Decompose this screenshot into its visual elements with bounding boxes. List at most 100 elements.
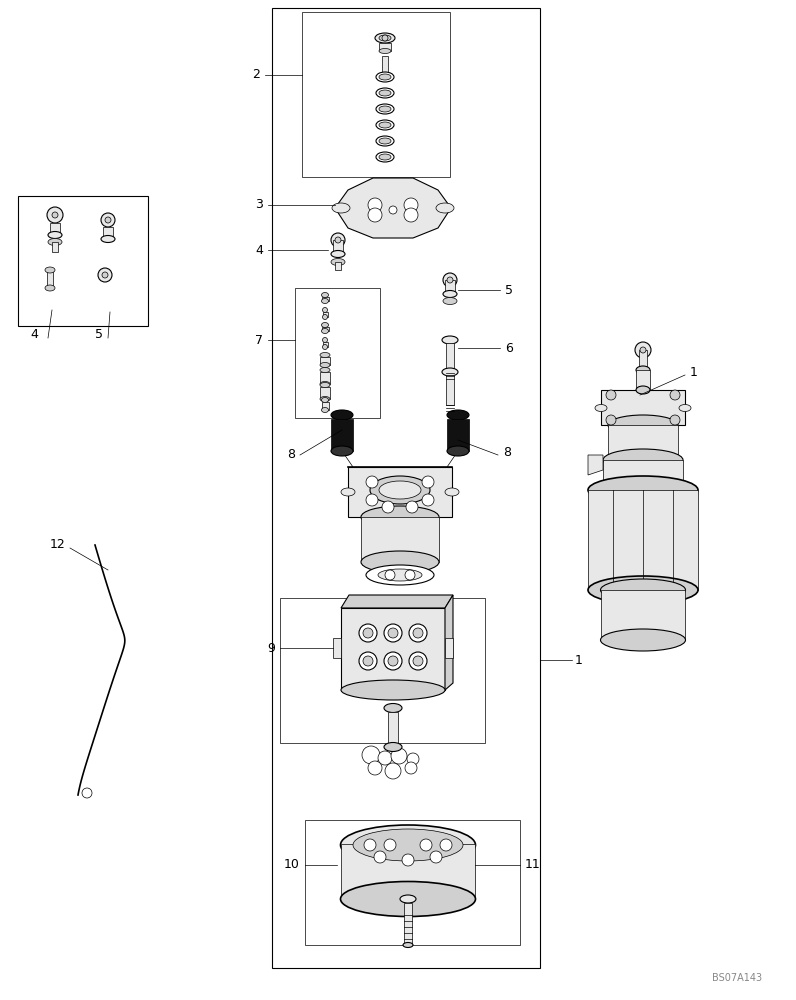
Bar bbox=[47, 270, 53, 288]
Bar bbox=[295, 288, 380, 418]
Ellipse shape bbox=[376, 104, 394, 114]
Ellipse shape bbox=[322, 397, 329, 402]
Ellipse shape bbox=[322, 292, 329, 298]
Ellipse shape bbox=[376, 152, 394, 162]
Ellipse shape bbox=[379, 106, 391, 112]
Ellipse shape bbox=[322, 408, 329, 412]
Ellipse shape bbox=[375, 33, 395, 43]
Ellipse shape bbox=[603, 479, 683, 501]
Circle shape bbox=[101, 213, 115, 227]
Ellipse shape bbox=[600, 629, 685, 651]
Text: 1: 1 bbox=[575, 654, 583, 666]
Ellipse shape bbox=[608, 450, 678, 470]
Circle shape bbox=[366, 476, 378, 488]
Circle shape bbox=[335, 237, 341, 243]
Ellipse shape bbox=[320, 396, 330, 401]
Ellipse shape bbox=[588, 476, 698, 504]
Circle shape bbox=[422, 494, 434, 506]
Text: 9: 9 bbox=[267, 642, 275, 654]
Bar bbox=[603, 460, 683, 490]
Bar bbox=[50, 223, 60, 235]
Circle shape bbox=[391, 748, 407, 764]
Circle shape bbox=[384, 652, 402, 670]
Circle shape bbox=[670, 390, 680, 400]
Ellipse shape bbox=[341, 882, 475, 916]
Ellipse shape bbox=[320, 353, 330, 358]
Text: 7: 7 bbox=[255, 334, 263, 347]
Bar bbox=[445, 638, 453, 658]
Circle shape bbox=[447, 277, 453, 283]
Bar bbox=[601, 590, 685, 640]
Ellipse shape bbox=[442, 368, 458, 376]
Bar bbox=[588, 490, 698, 590]
Bar bbox=[447, 419, 469, 451]
Circle shape bbox=[368, 198, 382, 212]
Polygon shape bbox=[588, 455, 603, 475]
Ellipse shape bbox=[48, 238, 62, 245]
Ellipse shape bbox=[379, 35, 391, 41]
Circle shape bbox=[374, 851, 386, 863]
Bar bbox=[305, 820, 520, 945]
Ellipse shape bbox=[366, 565, 434, 585]
Circle shape bbox=[364, 839, 376, 851]
Ellipse shape bbox=[379, 48, 391, 53]
Text: 11: 11 bbox=[525, 858, 540, 871]
Ellipse shape bbox=[379, 481, 421, 499]
Bar bbox=[445, 280, 455, 294]
Ellipse shape bbox=[353, 829, 463, 861]
Circle shape bbox=[363, 628, 373, 638]
Ellipse shape bbox=[442, 336, 458, 344]
Circle shape bbox=[420, 839, 432, 851]
Ellipse shape bbox=[588, 576, 698, 604]
Circle shape bbox=[405, 762, 417, 774]
Text: 8: 8 bbox=[287, 448, 295, 462]
Ellipse shape bbox=[322, 344, 327, 350]
Circle shape bbox=[389, 206, 397, 214]
Ellipse shape bbox=[379, 90, 391, 96]
Text: 8: 8 bbox=[503, 446, 511, 458]
Ellipse shape bbox=[384, 704, 402, 712]
Ellipse shape bbox=[403, 942, 413, 948]
Circle shape bbox=[443, 273, 457, 287]
Ellipse shape bbox=[370, 476, 430, 504]
Text: 3: 3 bbox=[256, 198, 263, 212]
Ellipse shape bbox=[445, 488, 459, 496]
Ellipse shape bbox=[679, 404, 691, 412]
Bar bbox=[320, 387, 330, 399]
Circle shape bbox=[331, 233, 345, 247]
Bar bbox=[388, 712, 398, 747]
Bar bbox=[323, 342, 328, 347]
Circle shape bbox=[635, 342, 651, 358]
Bar bbox=[341, 844, 475, 899]
Bar bbox=[323, 312, 328, 317]
Bar bbox=[608, 425, 678, 460]
Ellipse shape bbox=[101, 235, 115, 242]
Ellipse shape bbox=[320, 367, 330, 372]
Circle shape bbox=[430, 851, 442, 863]
Ellipse shape bbox=[443, 290, 457, 298]
Text: 12: 12 bbox=[49, 538, 65, 552]
Circle shape bbox=[409, 624, 427, 642]
Ellipse shape bbox=[322, 314, 327, 320]
Circle shape bbox=[102, 272, 108, 278]
Bar bbox=[446, 343, 454, 373]
Circle shape bbox=[385, 763, 401, 779]
Ellipse shape bbox=[320, 362, 330, 367]
Ellipse shape bbox=[48, 232, 62, 238]
Circle shape bbox=[413, 656, 423, 666]
Ellipse shape bbox=[379, 138, 391, 144]
Polygon shape bbox=[335, 178, 451, 238]
Ellipse shape bbox=[322, 298, 329, 304]
Ellipse shape bbox=[322, 308, 327, 312]
Bar bbox=[320, 357, 330, 365]
Bar bbox=[446, 375, 454, 405]
Circle shape bbox=[402, 854, 414, 866]
Bar bbox=[331, 419, 353, 451]
Polygon shape bbox=[601, 390, 685, 425]
Polygon shape bbox=[445, 595, 453, 690]
Bar bbox=[322, 402, 329, 410]
Text: 6: 6 bbox=[505, 342, 513, 355]
Circle shape bbox=[378, 751, 392, 765]
Circle shape bbox=[406, 501, 418, 513]
Bar bbox=[382, 56, 388, 74]
